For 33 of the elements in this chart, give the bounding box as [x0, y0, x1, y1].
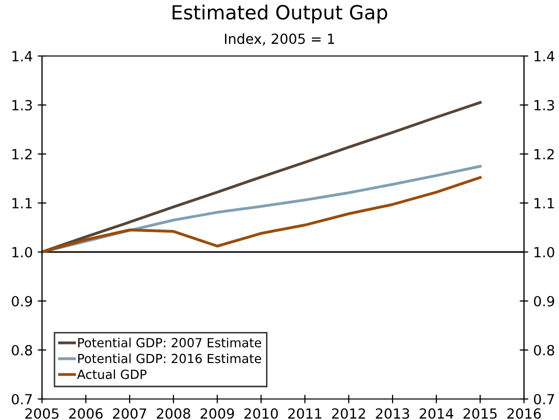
y-tick-label: 1.4	[12, 51, 32, 62]
legend-label: Potential GDP: 2007 Estimate	[78, 338, 262, 348]
y2-tick-label: 1.3	[534, 100, 554, 110]
x-tick-label: 2010	[244, 408, 278, 419]
x-tick-label: 2008	[156, 408, 190, 419]
y-tick-label: 1.3	[12, 100, 32, 110]
y2-tick-label: 1.1	[534, 198, 554, 208]
x-tick-label: 2006	[69, 408, 103, 419]
y-tick-label: 1.0	[12, 246, 32, 258]
x-tick-label: 2012	[332, 408, 366, 419]
y2-tick-label: 0.7	[534, 394, 554, 404]
y-tick-label: 1.1	[12, 198, 32, 208]
x-tick-label: 2015	[464, 408, 497, 419]
chart-subtitle: Index, 2005 = 1	[225, 33, 334, 46]
y2-tick-label: 1.2	[534, 148, 554, 160]
y-tick-label: 0.8	[12, 344, 32, 356]
y2-tick-label: 1.4	[534, 51, 554, 62]
x-tick-label: 2005	[25, 408, 58, 419]
y-tick-label: 0.7	[12, 394, 32, 404]
chart-title: Estimated Output Gap	[172, 4, 388, 24]
legend-label: Actual GDP	[77, 369, 147, 380]
y2-tick-label: 1.0	[534, 246, 554, 258]
y2-tick-label: 0.8	[534, 344, 554, 356]
legend-label: Potential GDP: 2016 Estimate	[78, 354, 262, 364]
x-tick-label: 2011	[288, 408, 322, 419]
x-tick-label: 2007	[112, 408, 146, 419]
x-tick-label: 2014	[420, 408, 454, 419]
y2-tick-label: 0.9	[534, 296, 554, 306]
x-tick-label: 2016	[507, 408, 541, 419]
y-tick-label: 0.9	[12, 296, 32, 306]
x-tick-label: 2013	[376, 408, 410, 419]
y-tick-label: 1.2	[12, 148, 32, 160]
x-tick-label: 2009	[200, 408, 234, 419]
